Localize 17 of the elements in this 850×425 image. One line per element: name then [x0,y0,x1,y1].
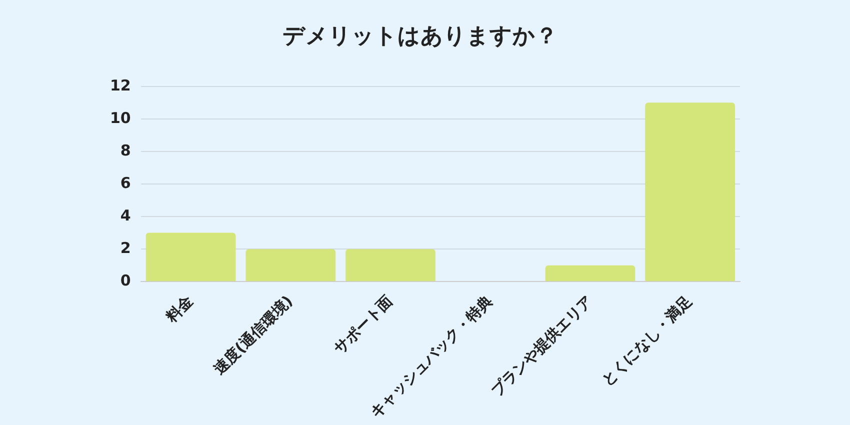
x-tick-label: 速度(通信環境) [210,292,296,378]
y-tick-label: 10 [110,108,131,127]
y-tick-label: 2 [120,238,131,257]
x-tick-label: 料金 [162,292,196,326]
y-tick-label: 0 [120,271,131,290]
bar [246,249,336,282]
y-tick-label: 8 [120,141,131,160]
bar [545,265,636,282]
y-tick-label: 6 [120,174,131,192]
x-tick-label: サポート面 [330,292,396,358]
bar [645,102,736,282]
chart-title: デメリットはありますか？ [282,24,558,49]
y-tick-label: 4 [120,206,131,224]
y-tick-label: 12 [110,76,131,94]
bar [346,249,436,282]
bar [146,232,236,282]
x-tick-label: とくになし・満足 [598,292,696,390]
